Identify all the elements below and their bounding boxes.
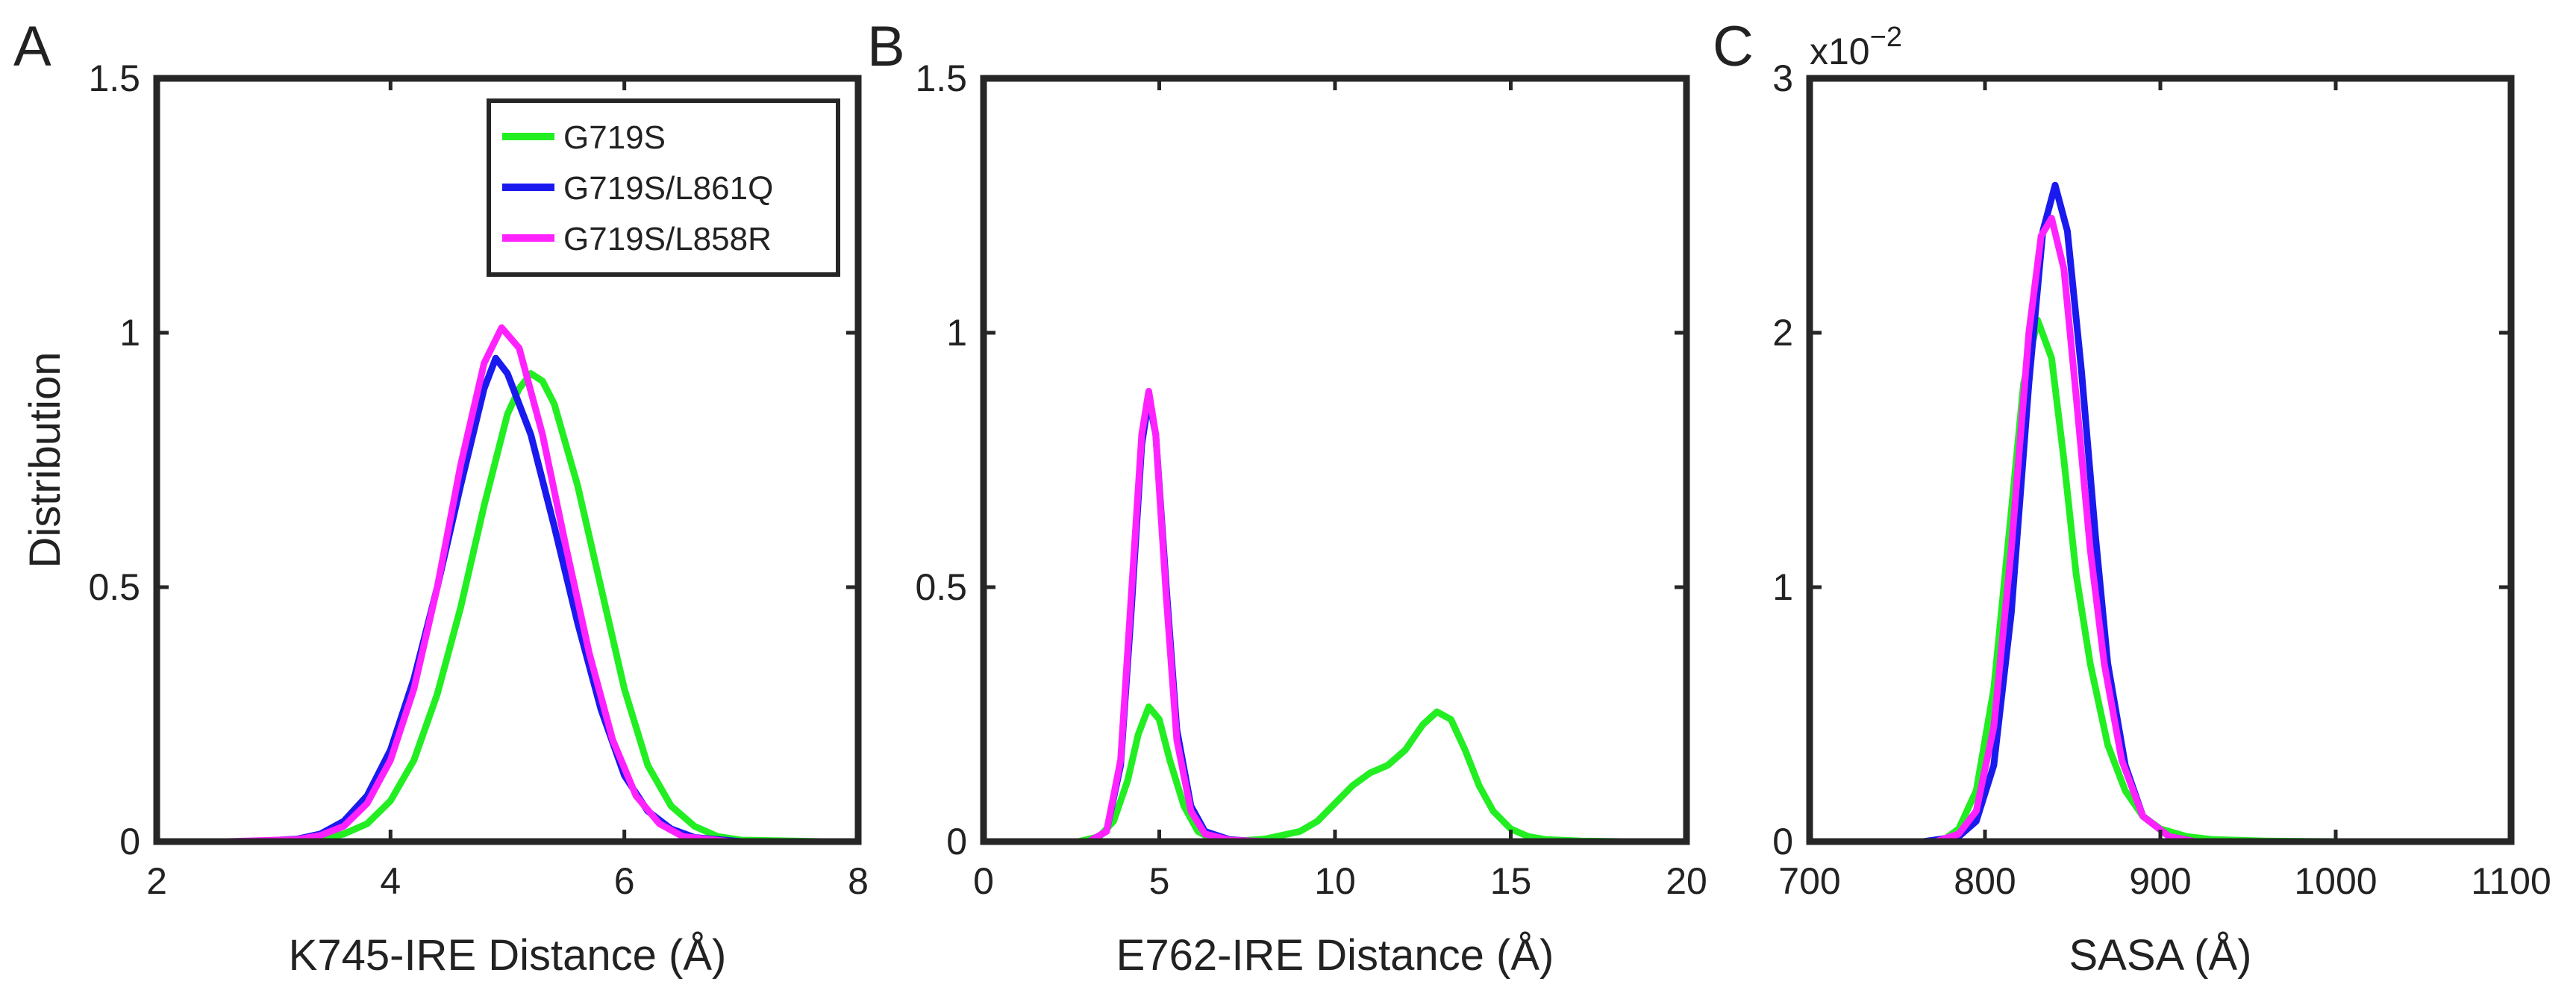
series-line-g719s-l861q — [1920, 181, 2199, 845]
y-tick-label: 2 — [1772, 312, 1793, 354]
y-tick-label: 0 — [1772, 821, 1793, 862]
series-line-g719s-l861q — [246, 354, 745, 845]
axes-frame — [153, 75, 862, 845]
x-axis-label: K745-IRE Distance (Å) — [289, 931, 727, 980]
y-tick-label: 1.5 — [88, 57, 140, 99]
x-axis-label: E762-IRE Distance (Å) — [1116, 931, 1554, 980]
x-tick-label: 1000 — [2294, 860, 2377, 902]
y-tick-label: 1 — [1772, 566, 1793, 608]
panel-b: B 0 5 10 15 20 0 0.5 1 1.5 E762-IRE Distance (Å) — [867, 15, 1707, 980]
series-line-g719s-l858r — [223, 324, 734, 845]
x-tick-label: 4 — [380, 860, 401, 902]
panel-letter-c: C — [1713, 15, 1754, 78]
y-tick-label: 0 — [119, 821, 140, 862]
series-line-g719s — [1075, 703, 1627, 845]
x-tick-label: 20 — [1666, 860, 1707, 902]
x-tick-label: 10 — [1314, 860, 1356, 902]
y-exponent-power: −2 — [1870, 22, 1902, 53]
panel-c: C x10−2 700 800 900 1000 1100 0 1 2 3 SASA (Å) — [1713, 15, 2551, 980]
x-tick-label: 1100 — [2471, 860, 2551, 902]
y-tick-label: 0 — [946, 821, 967, 862]
y-tick-label: 1.5 — [915, 57, 967, 99]
y-exponent-label: x10−2 — [1810, 22, 1902, 72]
y-tick-label: 1 — [946, 312, 967, 354]
y-tick-label: 1 — [119, 312, 140, 354]
legend-entry: G719S/L861Q — [563, 170, 773, 207]
y-exponent-base: x10 — [1810, 31, 1870, 72]
series-line-g719s — [270, 370, 827, 845]
axes-frame — [1806, 75, 2515, 845]
y-axis-label: Distribution — [21, 351, 69, 568]
panel-letter-a: A — [13, 15, 51, 78]
axes-frame — [980, 75, 1690, 845]
x-tick-label: 900 — [2129, 860, 2191, 902]
x-axis-label: SASA (Å) — [2069, 931, 2252, 980]
x-tick-label: 700 — [1778, 860, 1840, 902]
y-tick-label: 0.5 — [88, 566, 140, 608]
y-tick-label: 3 — [1772, 57, 1793, 99]
x-tick-label: 15 — [1490, 860, 1532, 902]
series-line-g719s-l858r — [1932, 215, 2199, 845]
panel-letter-b: B — [867, 15, 905, 78]
x-tick-label: 5 — [1149, 860, 1170, 902]
legend-entry: G719S — [563, 119, 666, 156]
x-tick-label: 6 — [614, 860, 635, 902]
panel-a: A 2 4 6 8 0 0.5 1 1.5 K745-IRE Distance (Å) Distr… — [13, 15, 869, 980]
x-tick-label: 8 — [848, 860, 869, 902]
series-line-g719s — [1937, 316, 2339, 845]
x-tick-label: 800 — [1954, 860, 2016, 902]
x-tick-label: 0 — [973, 860, 994, 902]
legend-entry: G719S/L858R — [563, 221, 772, 257]
series-line-g719s-l858r — [1085, 387, 1269, 845]
y-tick-label: 0.5 — [915, 566, 967, 608]
x-tick-label: 2 — [146, 860, 167, 902]
